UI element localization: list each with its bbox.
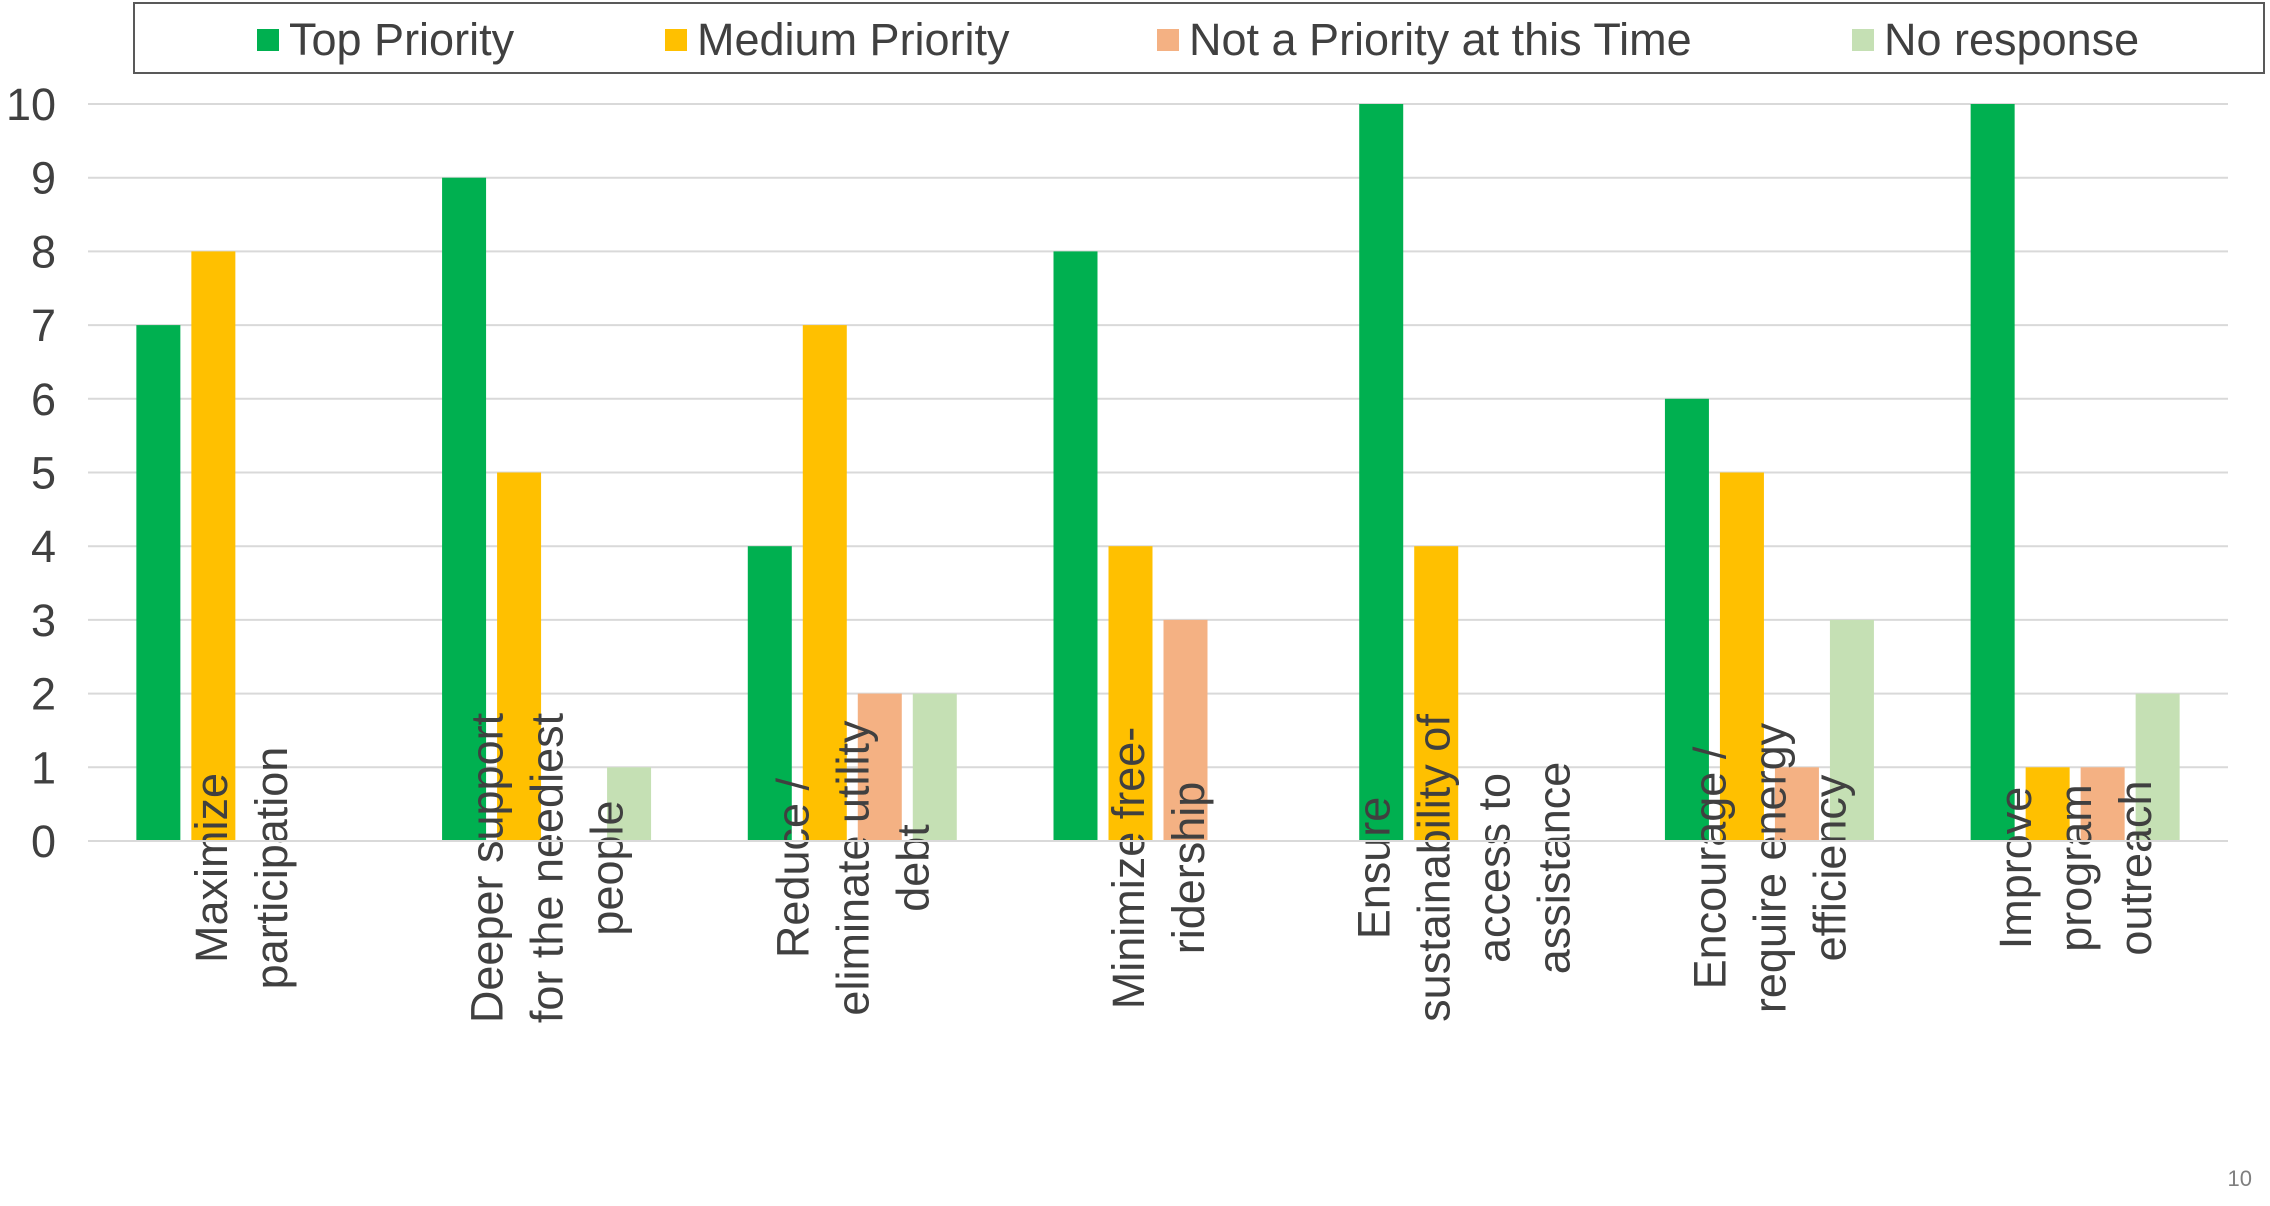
bar [1664, 398, 1709, 841]
legend-label-not-a-priority: Not a Priority at this Time [1189, 14, 1692, 65]
bar [1829, 619, 1874, 841]
bar [497, 472, 542, 841]
category-label-line: outreach [2110, 780, 2161, 955]
legend-label-no-response: No response [1884, 14, 2140, 65]
bar [607, 767, 652, 841]
category-label-line: Ensure [1349, 797, 1400, 940]
y-axis-ticks: 0 1 2 3 4 5 6 7 8 9 10 [6, 79, 56, 867]
bar [747, 546, 792, 841]
category-label-line: program [2050, 784, 2101, 952]
bar [1774, 767, 1819, 841]
bar [912, 693, 957, 841]
y-tick-label: 2 [31, 669, 56, 720]
legend-item-top-priority: Top Priority [257, 14, 514, 66]
category-label-line: require energy [1744, 722, 1795, 1013]
category-label-line: people [582, 800, 633, 935]
category-label: Reduce / eliminate utility debt [767, 720, 938, 1016]
legend: Top Priority Medium Priority Not a Prior… [133, 2, 2265, 74]
bar [857, 693, 902, 841]
gridlines [88, 103, 2228, 769]
bar [1970, 104, 2015, 841]
category-label-line: Encourage / [1684, 746, 1735, 989]
y-tick-label: 6 [31, 374, 56, 425]
bar [1163, 619, 1208, 841]
category-label-line: Improve [1990, 787, 2041, 950]
category-label-line: Deeper support [462, 712, 513, 1023]
y-tick-label: 10 [6, 79, 56, 130]
y-tick-label: 1 [31, 742, 56, 793]
legend-swatch-no-response [1852, 29, 1874, 51]
category-label: Deeper support for the neediest people [462, 712, 633, 1023]
bar [2135, 693, 2180, 841]
bars [136, 104, 2180, 842]
bar [1359, 104, 1404, 841]
category-label-line: efficiency [1804, 774, 1855, 961]
category-label-line: access to [1469, 773, 1520, 963]
category-label-line: participation [246, 747, 297, 990]
legend-item-not-a-priority: Not a Priority at this Time [1157, 14, 1692, 66]
category-label-line: debt [887, 824, 938, 912]
category-label: Improve program outreach [1990, 780, 2161, 955]
bar [2025, 767, 2070, 841]
category-label-line: Reduce / [767, 777, 818, 958]
y-tick-label: 3 [31, 595, 56, 646]
y-tick-label: 7 [31, 300, 56, 351]
category-label-line: Minimize free- [1103, 727, 1154, 1010]
legend-swatch-top-priority [257, 29, 279, 51]
category-label-line: assistance [1529, 762, 1580, 975]
bar [1053, 251, 1098, 841]
legend-label-top-priority: Top Priority [289, 14, 515, 65]
bar [136, 325, 181, 842]
category-label-line: Maximize [186, 773, 237, 963]
category-label: Encourage / require energy efficiency [1684, 722, 1855, 1013]
category-label: Ensure sustainability of access to assistan… [1349, 714, 1580, 1022]
page-number: 10 [2227, 1166, 2252, 1191]
legend-item-no-response: No response [1852, 14, 2139, 66]
legend-item-medium-priority: Medium Priority [665, 14, 1010, 66]
bar [1108, 546, 1153, 841]
bar [802, 325, 847, 842]
bar [442, 177, 487, 841]
y-tick-label: 0 [31, 816, 56, 867]
bar [1719, 472, 1764, 841]
legend-swatch-not-a-priority [1157, 29, 1179, 51]
bar [2080, 767, 2125, 841]
y-tick-label: 5 [31, 448, 56, 499]
y-tick-label: 8 [31, 226, 56, 277]
category-label-line: ridership [1163, 782, 1214, 955]
category-label-line: eliminate utility [827, 720, 878, 1016]
category-label-line: sustainability of [1409, 714, 1460, 1022]
legend-label-medium-priority: Medium Priority [697, 14, 1010, 65]
bar [191, 251, 236, 841]
y-tick-label: 4 [31, 521, 56, 572]
category-label: Maximize participation [186, 747, 297, 990]
y-tick-label: 9 [31, 153, 56, 204]
category-label: Minimize free-ridership [1103, 727, 1214, 1010]
category-label-line: for the neediest [522, 712, 573, 1023]
bar [1414, 546, 1459, 841]
legend-swatch-medium-priority [665, 29, 687, 51]
category-labels: Maximize participation Deeper support for t… [186, 712, 2161, 1023]
